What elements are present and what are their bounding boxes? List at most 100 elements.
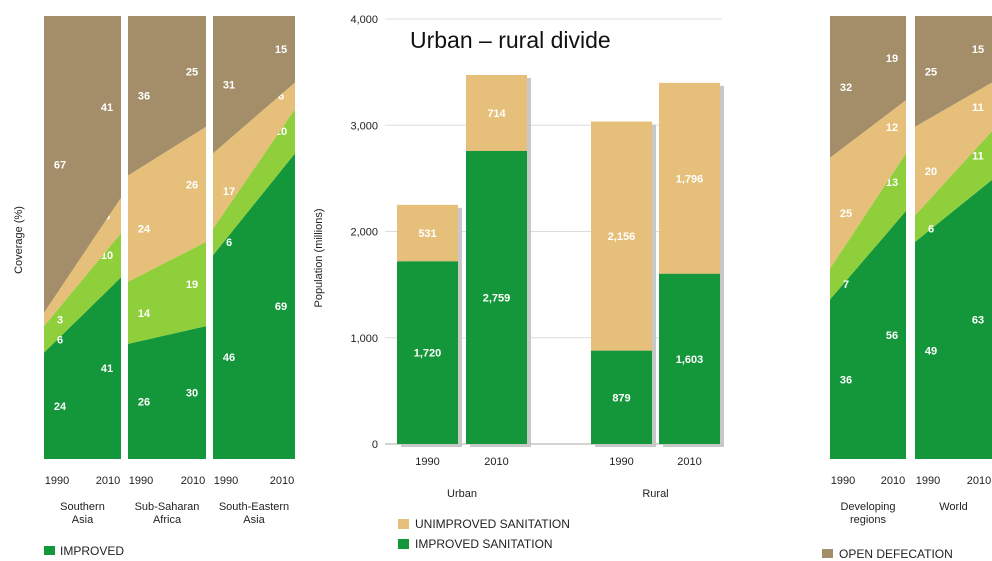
sub-saharan-africa-year-2010-label: 2010 — [181, 475, 205, 487]
rural-group-label: Rural — [642, 488, 668, 500]
developing-regions-shared-2010-label: 13 — [886, 177, 898, 189]
urban-2010-unimproved-sanitation-bar — [466, 74, 527, 151]
world-improved-area — [915, 179, 992, 459]
south-eastern-asia-unimproved-area — [213, 82, 295, 229]
y-tick-1-000: 1,000 — [350, 333, 378, 345]
south-eastern-asia-unimproved-2010-label: 6 — [278, 91, 284, 103]
urban-rural-panel: Urban – rural divide Population (million… — [313, 14, 724, 551]
south-eastern-asia-shared-1990-label: 6 — [226, 237, 232, 249]
world-improved-1990-label: 49 — [925, 345, 937, 357]
sub-saharan-africa-year-1990-label: 1990 — [129, 475, 153, 487]
rural-1990-unimproved-sanitation-value-label: 2,156 — [608, 231, 636, 243]
world-open-defecation-1990-label: 25 — [925, 66, 937, 78]
southern-asia-unimproved-1990-label: 3 — [57, 314, 63, 326]
world-year-1990-label: 1990 — [916, 475, 940, 487]
unimproved-legend-swatch — [398, 519, 409, 529]
south-eastern-asia-region-name: South-Eastern Asia — [219, 501, 289, 526]
south-eastern-asia-open-defecation-2010-label: 15 — [275, 44, 287, 56]
sub-saharan-africa-open-defecation-2010-label: 25 — [186, 66, 198, 78]
southern-asia-improved-2010-label: 41 — [101, 363, 113, 375]
developing-regions-year-2010-label: 2010 — [881, 475, 905, 487]
developing-regions-year-1990-label: 1990 — [831, 475, 855, 487]
world-unimproved-area — [915, 82, 992, 216]
rural-2010-unimproved-sanitation-value-label: 1,796 — [676, 173, 704, 185]
urban-1990-unimproved-sanitation-bar — [397, 204, 458, 262]
world-shared-area — [915, 131, 992, 242]
rural-1990-improved-sanitation-value-label: 879 — [612, 392, 630, 404]
world-shared-1990-label: 6 — [928, 224, 934, 236]
world-unimproved-1990-label: 20 — [925, 166, 937, 178]
southern-asia-year-2010-label: 2010 — [96, 475, 120, 487]
south-eastern-asia-unimproved-1990-label: 17 — [223, 186, 235, 198]
center-y-axis-label: Population (millions) — [313, 208, 325, 307]
left-coverage-panel: Coverage (%) 244161038674119902010Southe… — [13, 16, 295, 558]
y-tick-3-000: 3,000 — [350, 120, 378, 132]
sub-saharan-africa-region-name: Sub-Saharan Africa — [135, 501, 200, 526]
southern-asia-improved-area — [44, 277, 121, 459]
southern-asia-unimproved-area — [44, 197, 121, 327]
world-improved-2010-label: 63 — [972, 314, 984, 326]
open-defecation-legend-swatch — [822, 549, 833, 558]
open-defecation-legend-label: OPEN DEFECATION — [839, 547, 953, 561]
southern-asia-open-defecation-2010-label: 41 — [101, 102, 113, 114]
developing-regions-unimproved-1990-label: 25 — [840, 208, 852, 220]
urban-group-label: Urban — [447, 488, 477, 500]
y-tick-4-000: 4,000 — [350, 14, 378, 26]
urban-2010-improved-sanitation-value-label: 2,759 — [483, 292, 511, 304]
sub-saharan-africa-improved-2010-label: 30 — [186, 388, 198, 400]
urban-2010-improved-sanitation-bar — [466, 150, 527, 444]
sub-saharan-africa-shared-1990-label: 14 — [138, 308, 151, 320]
southern-asia-year-1990-label: 1990 — [45, 475, 69, 487]
developing-regions-shared-area — [830, 153, 906, 300]
rural-1990-improved-sanitation-bar — [591, 350, 652, 444]
improved-sanitation-legend-swatch — [398, 539, 409, 549]
sub-saharan-africa-unimproved-1990-label: 24 — [138, 224, 151, 236]
southern-asia-improved-1990-label: 24 — [54, 401, 67, 413]
improved-legend-swatch — [44, 546, 55, 555]
south-eastern-asia-year-2010-label: 2010 — [270, 475, 294, 487]
rural-2010-unimproved-sanitation-bar — [659, 82, 720, 274]
southern-asia-shared-1990-label: 6 — [57, 334, 63, 346]
developing-regions-shared-1990-label: 7 — [843, 279, 849, 291]
sub-saharan-africa-open-defecation-1990-label: 36 — [138, 91, 150, 103]
world-open-defecation-2010-label: 15 — [972, 44, 984, 56]
urban-2010-year-label: 2010 — [484, 456, 508, 468]
south-eastern-asia-open-defecation-area — [213, 16, 295, 154]
developing-regions-region-name: Developing regions — [840, 501, 895, 526]
rural-2010-improved-sanitation-bar — [659, 273, 720, 444]
sub-saharan-africa-unimproved-area — [128, 126, 206, 282]
rural-1990-year-label: 1990 — [609, 456, 633, 468]
right-coverage-panel: 36 56 7 13 25 12 32 19 1990 2010 Developing regions… — [822, 16, 992, 561]
urban-1990-unimproved-sanitation-value-label: 531 — [418, 228, 436, 240]
rural-1990-unimproved-sanitation-bar — [591, 121, 652, 351]
left-area-charts: 244161038674119902010SouthernAsia2630141… — [44, 16, 295, 526]
south-eastern-asia-improved-1990-label: 46 — [223, 352, 235, 364]
south-eastern-asia-improved-2010-label: 69 — [275, 301, 287, 313]
south-eastern-asia-year-1990-label: 1990 — [214, 475, 238, 487]
urban-2010-unimproved-sanitation-value-label: 714 — [487, 108, 506, 120]
right-area-charts: 36 56 7 13 25 12 32 19 1990 2010 Developing regions… — [830, 16, 992, 526]
southern-asia-open-defecation-area — [44, 16, 121, 313]
developing-regions-unimproved-2010-label: 12 — [886, 122, 898, 134]
sub-saharan-africa-open-defecation-area — [128, 16, 206, 176]
center-bars: 1,720 531 1990 2,759 714 2010 879 2,156 1990 1,60… — [397, 74, 724, 500]
southern-asia-open-defecation-1990-label: 67 — [54, 159, 66, 171]
left-y-axis-label: Coverage (%) — [13, 206, 25, 274]
southern-asia-region-name: Southern Asia — [60, 501, 105, 526]
developing-regions-improved-area — [830, 210, 906, 459]
developing-regions-improved-2010-label: 56 — [886, 330, 898, 342]
developing-regions-unimproved-area — [830, 100, 906, 269]
improved-sanitation-legend-label: IMPROVED SANITATION — [415, 537, 553, 551]
unimproved-legend-label: UNIMPROVED SANITATION — [415, 517, 570, 531]
sub-saharan-africa-shared-area — [128, 241, 206, 344]
developing-regions-open-defecation-2010-label: 19 — [886, 53, 898, 65]
urban-1990-improved-sanitation-bar — [397, 261, 458, 444]
world-open-defecation-area — [915, 16, 992, 127]
sub-saharan-africa-improved-area — [128, 326, 206, 459]
chart-title: Urban – rural divide — [410, 27, 611, 53]
rural-2010-improved-sanitation-value-label: 1,603 — [676, 354, 704, 366]
sub-saharan-africa-improved-1990-label: 26 — [138, 396, 150, 408]
developing-regions-open-defecation-area — [830, 16, 906, 158]
developing-regions-open-defecation-1990-label: 32 — [840, 82, 852, 94]
